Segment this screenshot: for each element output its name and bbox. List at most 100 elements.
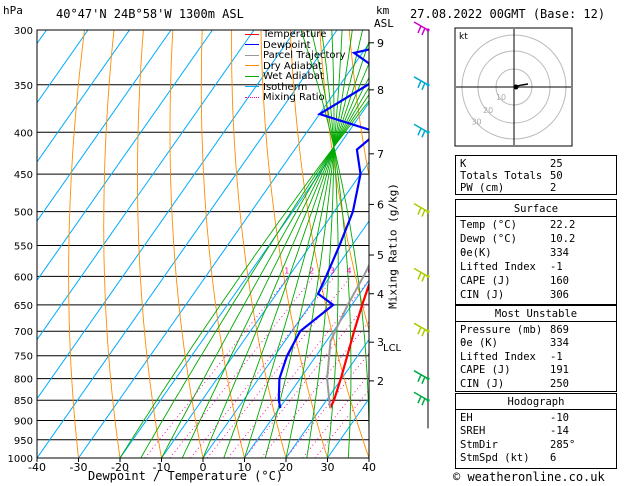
legend-swatch [245, 75, 259, 77]
legend-label: Parcel Trajectory [263, 50, 346, 61]
table-row-label: Dewp (°C) [460, 233, 517, 245]
table-row-value: 306 [550, 289, 569, 301]
dry-adiabat [348, 30, 369, 179]
dry-adiabat [68, 30, 85, 458]
isotherm [119, 101, 369, 458]
wind-barb-dot [426, 274, 430, 279]
temperature-tick-label: -40 [28, 461, 46, 474]
table-row-value: 6 [550, 452, 557, 465]
table-row-label: CIN (J) [460, 377, 505, 390]
table-row-value: -10 [550, 412, 569, 424]
mixing-ratio-label: 4 [346, 266, 351, 275]
hodograph-unit-label: kt [459, 32, 468, 42]
table-row-label: CAPE (J) [460, 364, 511, 377]
legend-swatch [245, 54, 259, 56]
table-row-label: CIN (J) [460, 289, 505, 301]
table-row-value: 191 [550, 364, 569, 377]
km-tick-label: 7 [377, 148, 384, 161]
pressure-tick-label: 900 [14, 417, 33, 428]
isotherm [37, 30, 296, 400]
table-row-label: K [460, 158, 467, 170]
mixing-ratio-label: 2 [309, 266, 314, 275]
legend-swatch [245, 96, 259, 98]
legend-label: Dry Adiabat [263, 60, 323, 72]
pressure-tick-label: 1000 [8, 454, 33, 465]
pressure-tick-label: 850 [14, 396, 33, 407]
hpa-axis-label: hPa [3, 4, 23, 17]
km-tick-label: 6 [377, 198, 384, 211]
legend-item: Mixing Ratio [245, 93, 325, 103]
hodograph-table-panel: Hodograph EH -10 SREH -14 StmDir 285° StmSpd (… [455, 393, 617, 469]
table-row-label: Temp (°C) [460, 219, 517, 231]
location-title: 40°47'N 24B°58'W 1300m ASL [56, 7, 244, 21]
isotherm [37, 30, 130, 163]
hodograph-ring-label: 20 [483, 106, 493, 115]
wind-barb [413, 123, 429, 138]
isotherm [285, 338, 369, 458]
temperature-tick-label: 30 [321, 461, 335, 474]
mixing-ratio-label: 20 [439, 266, 449, 275]
hodograph-ring-label: 10 [496, 93, 506, 102]
isotherm [37, 30, 172, 223]
legend-swatch [245, 86, 259, 87]
table-row-value: 25 [550, 158, 563, 170]
mixing-ratio-label: 6 [367, 266, 372, 275]
hodograph-ring-label: 30 [471, 117, 481, 126]
wind-barb-dot [426, 398, 430, 402]
table-row-value: -1 [550, 261, 563, 273]
temperature-tick-label: 10 [238, 461, 252, 474]
isotherm [161, 161, 369, 458]
temperature-tick-label: -10 [153, 461, 171, 474]
pressure-tick-label: 350 [14, 81, 33, 92]
table-row-label: θe(K) [460, 247, 492, 259]
legend-item: Wet Adiabat [245, 72, 324, 82]
pressure-tick-label: 400 [14, 128, 33, 139]
table-row-label: θe (K) [460, 337, 498, 350]
legend-item: Parcel Trajectory [245, 51, 346, 61]
table-row-label: Lifted Index [460, 350, 536, 363]
surface-title: Surface [513, 203, 559, 215]
table-row-value: 869 [550, 324, 569, 336]
temperature-tick-label: 0 [200, 461, 207, 474]
pressure-tick-label: 550 [14, 241, 33, 252]
isotherm [0, 30, 5, 458]
datetime-title: 27.08.2022 00GMT (Base: 12) [410, 7, 606, 21]
pressure-tick-label: 500 [14, 208, 33, 219]
legend-item: Dewpoint [245, 39, 311, 51]
series-temperature [329, 281, 369, 409]
table-row-label: Pressure (mb) [460, 324, 543, 336]
wind-barb-dot [426, 83, 430, 87]
series-dewpoint [277, 48, 369, 409]
table-row-value: 285° [550, 438, 576, 451]
dry-adiabat [260, 30, 328, 458]
wind-barb [413, 76, 429, 91]
table-row-label: CAPE (J) [460, 275, 511, 287]
table-row-label: Totals Totals [460, 170, 543, 183]
km-tick-label: 5 [377, 249, 384, 262]
wind-barb [413, 202, 429, 217]
wind-barb [413, 21, 429, 36]
km-tick-label: 8 [377, 84, 384, 97]
legend-swatch [245, 44, 259, 45]
asl-axis-label: ASL [374, 17, 394, 30]
legend-item: Temperature [245, 30, 326, 40]
isotherm [37, 30, 255, 341]
wind-barb [413, 322, 429, 337]
pressure-tick-label: 800 [14, 375, 33, 386]
dry-adiabat [103, 30, 121, 458]
km-tick-label: 3 [377, 336, 384, 349]
table-row-label: SREH [460, 425, 486, 438]
temperature-tick-label: 40 [362, 461, 376, 474]
dry-adiabat [137, 30, 162, 458]
temperature-tick-label: -20 [111, 461, 129, 474]
legend-label: Dewpoint [263, 39, 311, 51]
wind-barb [413, 370, 429, 384]
series-parcel-trajectory [326, 263, 369, 409]
most-unstable-title: Most Unstable [494, 308, 578, 320]
legend-label: Wet Adiabat [263, 71, 324, 82]
table-row-value: 160 [550, 275, 569, 287]
km-tick-label: 4 [377, 288, 384, 301]
table-row-value: -1 [550, 350, 563, 363]
table-row-value: -14 [550, 425, 569, 438]
